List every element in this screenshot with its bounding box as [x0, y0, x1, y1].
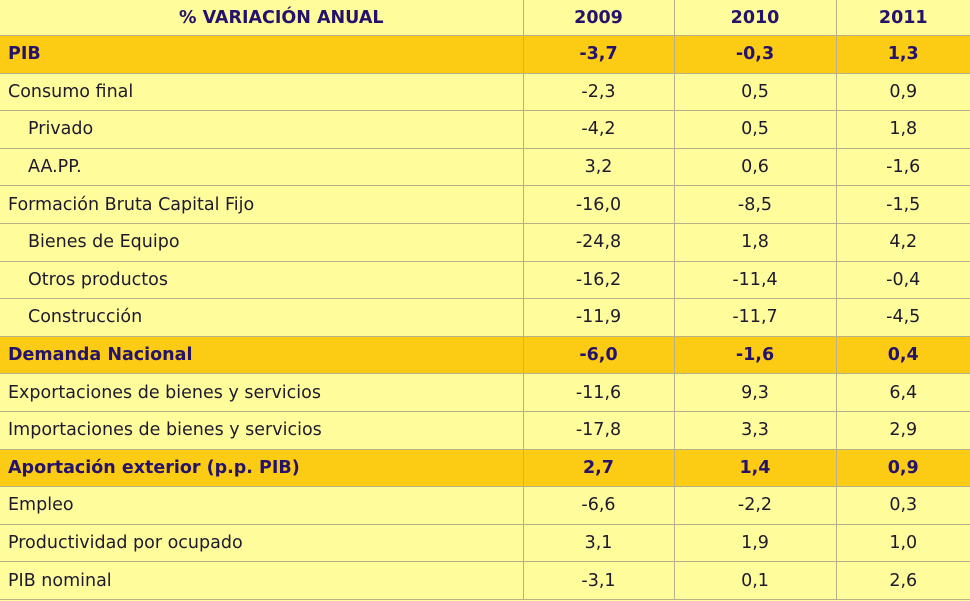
value-cell: -4,5: [835, 298, 970, 337]
year-header: 2011: [835, 0, 970, 36]
value-cell: 1,3: [835, 35, 970, 74]
value-cell: -16,2: [522, 260, 675, 300]
value-cell: -1,6: [835, 147, 970, 187]
value-cell: 2,9: [835, 410, 970, 450]
table-row: Construcción -11,9 -11,7 -4,5: [0, 298, 970, 337]
row-label: Demanda Nacional: [0, 335, 524, 375]
value-cell: 6,4: [835, 373, 970, 412]
value-cell: -2,2: [673, 486, 837, 525]
value-cell: -1,5: [835, 185, 970, 224]
value-cell: 1,4: [673, 448, 837, 488]
row-label: Productividad por ocupado: [0, 523, 524, 563]
value-cell: 1,8: [835, 110, 970, 149]
value-cell: -3,1: [522, 561, 675, 600]
value-cell: -6,0: [522, 335, 675, 375]
table-row: Empleo -6,6 -2,2 0,3: [0, 486, 970, 525]
row-label: Exportaciones de bienes y servicios: [0, 373, 524, 412]
value-cell: 0,1: [673, 561, 837, 600]
table-row: Formación Bruta Capital Fijo -16,0 -8,5 -1,…: [0, 185, 970, 224]
row-label: Formación Bruta Capital Fijo: [0, 185, 524, 224]
value-cell: 2,7: [522, 448, 675, 488]
value-cell: 1,9: [673, 523, 837, 563]
value-cell: 2,6: [835, 561, 970, 600]
value-cell: 0,9: [835, 448, 970, 488]
value-cell: 3,3: [673, 410, 837, 450]
value-cell: 3,1: [522, 523, 675, 563]
table-row: Productividad por ocupado 3,1 1,9 1,0: [0, 523, 970, 563]
table-row: PIB -3,7 -0,3 1,3: [0, 35, 970, 74]
row-label: Importaciones de bienes y servicios: [0, 410, 524, 450]
value-cell: -3,7: [522, 35, 675, 74]
row-label: PIB: [0, 35, 524, 74]
value-cell: -11,7: [673, 298, 837, 337]
row-label: Construcción: [0, 298, 524, 337]
value-cell: 3,2: [522, 147, 675, 187]
value-cell: 4,2: [835, 222, 970, 262]
row-label: Bienes de Equipo: [0, 222, 524, 262]
value-cell: 0,3: [835, 486, 970, 525]
value-cell: -11,4: [673, 260, 837, 300]
table-row: Importaciones de bienes y servicios -17,8…: [0, 410, 970, 450]
row-label: Consumo final: [0, 72, 524, 112]
value-cell: -6,6: [522, 486, 675, 525]
table-row: Demanda Nacional -6,0 -1,6 0,4: [0, 335, 970, 375]
table-row: Otros productos -16,2 -11,4 -0,4: [0, 260, 970, 300]
value-cell: 1,8: [673, 222, 837, 262]
year-header: 2010: [673, 0, 837, 36]
value-cell: -4,2: [522, 110, 675, 149]
value-cell: 0,5: [673, 110, 837, 149]
value-cell: -1,6: [673, 335, 837, 375]
row-label: Aportación exterior (p.p. PIB): [0, 448, 524, 488]
value-cell: -8,5: [673, 185, 837, 224]
table-row: AA.PP. 3,2 0,6 -1,6: [0, 147, 970, 187]
row-label: Otros productos: [0, 260, 524, 300]
value-cell: -0,4: [835, 260, 970, 300]
value-cell: 0,5: [673, 72, 837, 112]
value-cell: -0,3: [673, 35, 837, 74]
value-cell: -24,8: [522, 222, 675, 262]
value-cell: -11,9: [522, 298, 675, 337]
value-cell: 0,4: [835, 335, 970, 375]
value-cell: 0,9: [835, 72, 970, 112]
table-row: Consumo final -2,3 0,5 0,9: [0, 72, 970, 112]
value-cell: -2,3: [522, 72, 675, 112]
row-label: Privado: [0, 110, 524, 149]
row-label: AA.PP.: [0, 147, 524, 187]
header-row: % VARIACIÓN ANUAL 2009 2010 2011: [0, 0, 970, 36]
table-row: Bienes de Equipo -24,8 1,8 4,2: [0, 222, 970, 262]
table-row: Aportación exterior (p.p. PIB) 2,7 1,4 0,9: [0, 448, 970, 488]
table-title: % VARIACIÓN ANUAL: [0, 0, 524, 36]
value-cell: 9,3: [673, 373, 837, 412]
value-cell: 0,6: [673, 147, 837, 187]
value-cell: -16,0: [522, 185, 675, 224]
value-cell: -17,8: [522, 410, 675, 450]
table-row: Exportaciones de bienes y servicios -11,6…: [0, 373, 970, 412]
row-label: PIB nominal: [0, 561, 524, 600]
table-row: PIB nominal -3,1 0,1 2,6: [0, 561, 970, 600]
table-row: Privado -4,2 0,5 1,8: [0, 110, 970, 149]
row-label: Empleo: [0, 486, 524, 525]
value-cell: -11,6: [522, 373, 675, 412]
value-cell: 1,0: [835, 523, 970, 563]
year-header: 2009: [522, 0, 675, 36]
